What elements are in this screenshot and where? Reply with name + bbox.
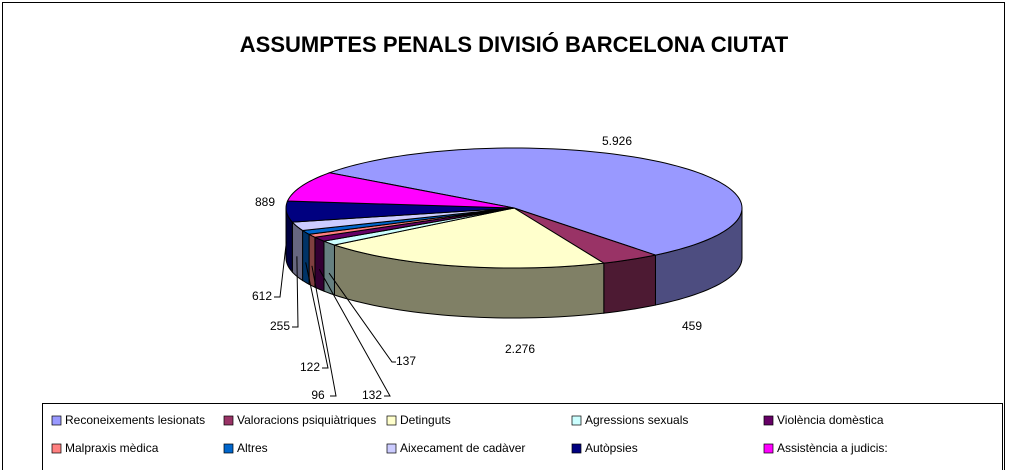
slice	[332, 207, 606, 269]
data-label: 459	[682, 319, 702, 333]
slice	[286, 172, 515, 209]
data-label: 5.926	[602, 134, 632, 148]
leader-line	[292, 256, 299, 328]
legend-swatch	[571, 415, 582, 426]
legend-label: Assistència a judicis:	[777, 441, 888, 455]
data-label: 137	[396, 354, 416, 368]
legend-label: Reconeixements lesionats	[65, 413, 205, 427]
legend-swatch	[223, 415, 234, 426]
legend-swatch	[763, 443, 774, 454]
leader-line	[328, 272, 396, 363]
legend-label: Altres	[237, 441, 268, 455]
legend-label: Valoracions psiquiàtriques	[237, 413, 376, 427]
legend-label: Detinguts	[400, 413, 451, 427]
chart-title: ASSUMPTES PENALS DIVISIÓ BARCELONA CIUTA…	[240, 32, 789, 57]
slice-side	[603, 254, 656, 314]
slice	[327, 147, 743, 256]
data-label: 2.276	[505, 342, 535, 356]
legend-swatch	[223, 443, 234, 454]
slice-side	[314, 236, 325, 292]
legend-swatch	[51, 443, 62, 454]
legend-label: Agressions sexuals	[585, 413, 688, 427]
leader-line	[318, 268, 391, 397]
legend-swatch	[386, 443, 397, 454]
leader-line	[274, 241, 287, 298]
data-label: 612	[252, 289, 272, 303]
legend-box	[42, 403, 1003, 470]
legend-label: Autòpsies	[585, 441, 638, 455]
slice	[513, 207, 658, 264]
data-label: 96	[311, 388, 325, 402]
leader-line	[305, 262, 329, 369]
data-label: 889	[255, 195, 275, 209]
legend-label: Aixecament de cadàver	[400, 441, 525, 455]
legend-label: Violència domèstica	[777, 413, 884, 427]
legend-swatch	[763, 415, 774, 426]
legend-swatch	[51, 415, 62, 426]
legend-swatch	[571, 443, 582, 454]
data-label: 122	[300, 360, 320, 374]
slice-side	[302, 229, 310, 286]
legend-swatch	[386, 415, 397, 426]
data-label: 255	[270, 319, 290, 333]
legend-label: Malpraxis mèdica	[65, 441, 159, 455]
leader-line	[311, 265, 337, 397]
data-label: 132	[362, 388, 382, 402]
